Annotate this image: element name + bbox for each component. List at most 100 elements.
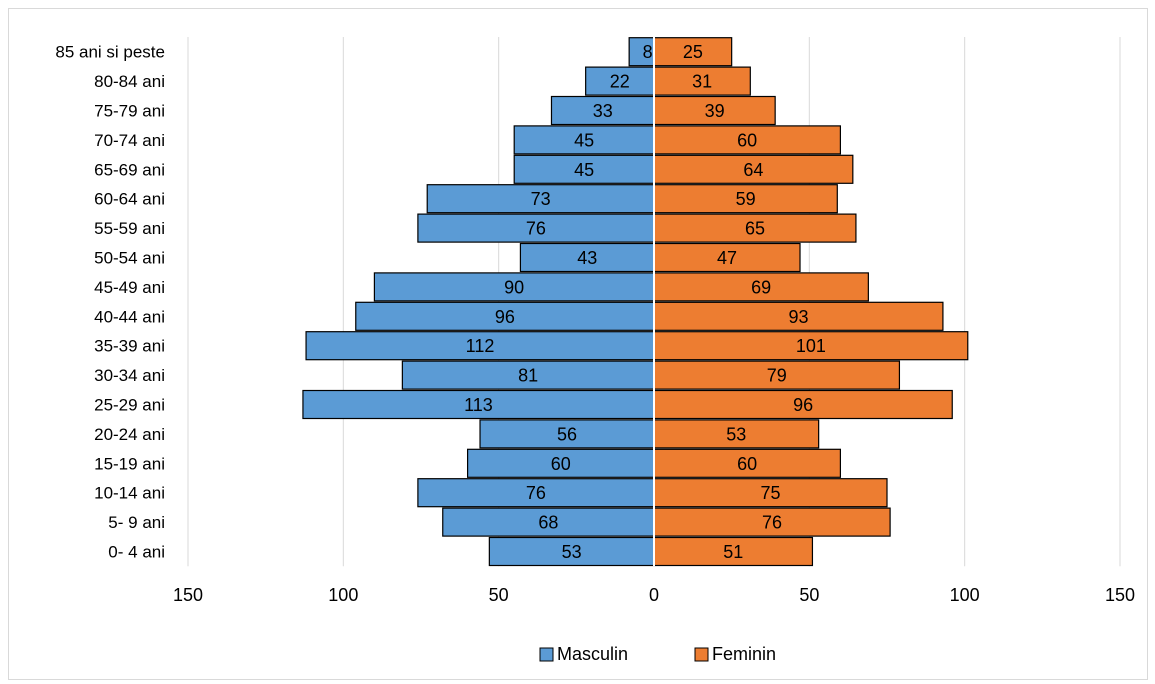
x-tick-label: 100 xyxy=(328,585,358,605)
category-label: 50-54 ani xyxy=(94,249,165,268)
bar-feminin xyxy=(653,154,854,184)
category-label: 20-24 ani xyxy=(94,425,165,444)
bar-label-masculin: 73 xyxy=(531,189,551,209)
x-tick-label: 50 xyxy=(489,585,509,605)
bar-label-masculin: 81 xyxy=(518,366,538,386)
population-pyramid-chart: 8 25 22 31 33 39 45 60 45 64 73 59 76 65 43 47 90 69 96 93 1… xyxy=(55,37,1135,664)
bar-label-feminin: 101 xyxy=(796,336,826,356)
bar-masculin xyxy=(442,507,655,537)
bar-masculin xyxy=(550,95,655,126)
bar-masculin xyxy=(373,272,655,302)
bar-label-feminin: 51 xyxy=(723,542,743,562)
bar-masculin xyxy=(628,37,655,67)
bar-label-masculin: 113 xyxy=(464,395,493,415)
bar-label-masculin: 56 xyxy=(557,424,577,444)
bar-feminin xyxy=(653,478,888,508)
bar-label-feminin: 93 xyxy=(788,307,808,327)
bar-feminin xyxy=(653,242,801,273)
x-tick-label: 150 xyxy=(173,585,203,605)
x-tick-label: 50 xyxy=(799,585,819,605)
legend: Masculin Feminin xyxy=(539,644,776,664)
bar-label-feminin: 60 xyxy=(737,454,757,474)
bar-masculin xyxy=(585,66,655,96)
bar-masculin xyxy=(302,389,655,420)
category-label: 25-29 ani xyxy=(94,396,165,415)
legend-item-masculin-swatch xyxy=(539,647,554,662)
bar-label-feminin: 60 xyxy=(737,130,757,150)
category-label: 60-64 ani xyxy=(94,190,165,209)
bar-label-masculin: 68 xyxy=(538,513,558,533)
bars: 8 25 22 31 33 39 45 60 45 64 73 59 76 65 43 47 90 69 96 93 1… xyxy=(302,37,969,567)
bar-feminin xyxy=(653,95,776,126)
category-label: 65-69 ani xyxy=(94,160,165,179)
bar-label-masculin: 90 xyxy=(504,277,524,297)
bar-label-masculin: 22 xyxy=(610,72,630,92)
category-labels: 85 ani si peste 80-84 ani 75-79 ani 70-74 a… xyxy=(55,43,165,562)
bar-label-masculin: 33 xyxy=(593,101,613,121)
x-tick-label: 0 xyxy=(649,585,659,605)
bar-label-masculin: 76 xyxy=(526,483,546,503)
legend-item-feminin-label: Feminin xyxy=(712,644,776,664)
category-label: 55-59 ani xyxy=(94,219,165,238)
category-label: 75-79 ani xyxy=(94,102,165,121)
x-tick-label: 150 xyxy=(1105,585,1135,605)
bar-label-masculin: 96 xyxy=(495,307,515,327)
bar-feminin xyxy=(653,389,953,420)
bar-label-masculin: 45 xyxy=(574,130,594,150)
bar-label-feminin: 96 xyxy=(793,395,813,415)
bar-label-masculin: 45 xyxy=(574,160,594,180)
bar-label-feminin: 64 xyxy=(743,160,763,180)
category-label: 40-44 ani xyxy=(94,307,165,326)
bar-feminin xyxy=(653,331,969,361)
bar-label-feminin: 53 xyxy=(726,424,746,444)
x-tick-labels: 150 100 50 0 50 100 150 xyxy=(173,585,1135,605)
bar-masculin xyxy=(417,213,655,243)
bar-label-feminin: 69 xyxy=(751,277,771,297)
category-label: 70-74 ani xyxy=(94,131,165,150)
bar-feminin xyxy=(653,448,841,478)
bar-feminin xyxy=(653,125,841,155)
bar-masculin xyxy=(467,448,655,478)
category-label: 30-34 ani xyxy=(94,366,165,385)
bar-label-masculin: 8 xyxy=(643,42,653,62)
bar-label-feminin: 76 xyxy=(762,513,782,533)
bar-masculin xyxy=(401,360,655,390)
bar-feminin xyxy=(653,272,869,302)
chart-frame: 8 25 22 31 33 39 45 60 45 64 73 59 76 65 43 47 90 69 96 93 1… xyxy=(8,8,1148,680)
bar-feminin xyxy=(653,419,820,449)
bar-label-feminin: 31 xyxy=(692,72,712,92)
bar-label-feminin: 65 xyxy=(745,219,765,239)
category-label: 0- 4 ani xyxy=(108,543,165,562)
category-label: 80-84 ani xyxy=(94,72,165,91)
bar-feminin xyxy=(653,301,944,331)
category-label: 35-39 ani xyxy=(94,337,165,356)
bar-label-masculin: 112 xyxy=(466,336,495,356)
bar-label-feminin: 25 xyxy=(683,42,703,62)
category-label: 85 ani si peste xyxy=(55,43,165,62)
category-label: 10-14 ani xyxy=(94,484,165,503)
category-label: 15-19 ani xyxy=(94,454,165,473)
bar-label-feminin: 79 xyxy=(767,366,787,386)
bar-feminin xyxy=(653,213,857,243)
bar-masculin xyxy=(355,301,655,331)
category-label: 45-49 ani xyxy=(94,278,165,297)
bar-label-masculin: 43 xyxy=(577,248,597,268)
bar-label-masculin: 53 xyxy=(562,542,582,562)
category-label: 5- 9 ani xyxy=(108,513,165,532)
bar-feminin xyxy=(653,360,901,390)
bar-label-feminin: 59 xyxy=(736,189,756,209)
bar-masculin xyxy=(488,536,655,567)
legend-item-feminin-swatch xyxy=(694,647,709,662)
bar-label-masculin: 60 xyxy=(551,454,571,474)
legend-item-masculin-label: Masculin xyxy=(557,644,628,664)
bar-feminin xyxy=(653,536,814,567)
bar-feminin xyxy=(653,37,733,67)
bar-masculin xyxy=(305,331,655,361)
bar-masculin xyxy=(426,184,655,214)
bar-masculin xyxy=(513,154,655,184)
bar-feminin xyxy=(653,184,838,214)
x-tick-label: 100 xyxy=(950,585,980,605)
bar-label-masculin: 76 xyxy=(526,219,546,239)
bar-label-feminin: 39 xyxy=(705,101,725,121)
bar-label-feminin: 47 xyxy=(717,248,737,268)
